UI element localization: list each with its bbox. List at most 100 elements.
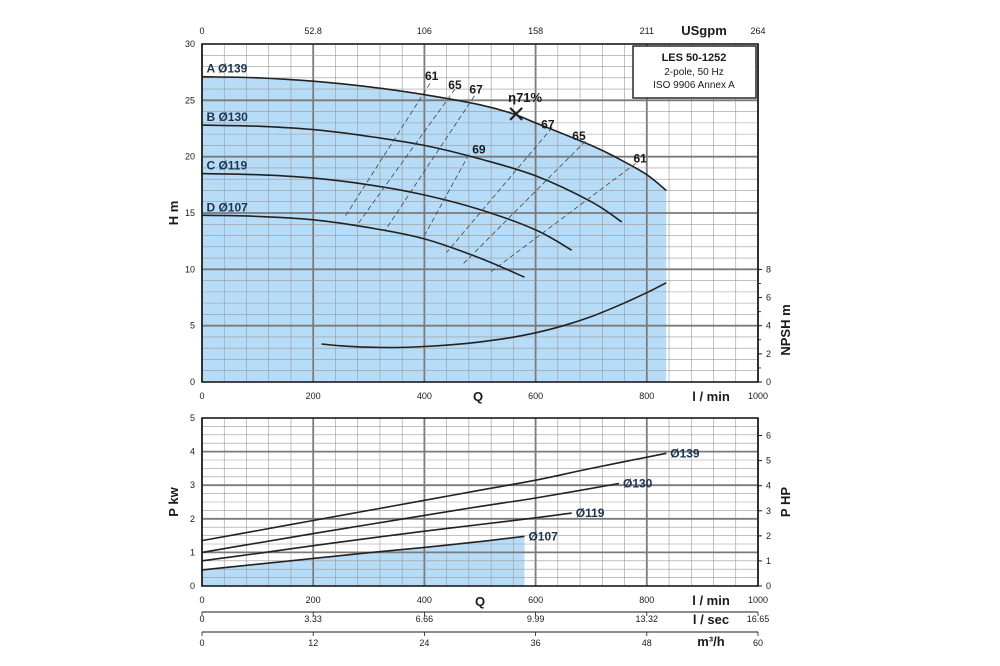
power-y-tick: 3 <box>190 480 195 490</box>
power-y-tick: 5 <box>190 413 195 423</box>
m3h-tick: 0 <box>199 638 204 648</box>
efficiency-label: 67 <box>541 118 555 132</box>
head-grid <box>201 43 759 383</box>
head-x-axis-unit-label: l / min <box>692 389 730 404</box>
info-box-frame <box>632 45 757 99</box>
power-coverage-area <box>202 536 525 586</box>
head-x-tick: 800 <box>639 391 654 401</box>
bep-label: η71% <box>508 90 542 105</box>
efficiency-label: 67 <box>469 83 483 97</box>
power-x-tick: 200 <box>306 595 321 605</box>
head-curve-2 <box>201 124 623 223</box>
power-x-tick: 400 <box>417 595 432 605</box>
head-y-tick: 15 <box>185 208 195 218</box>
head-curve-3 <box>201 172 573 251</box>
head-x-tick: 200 <box>306 391 321 401</box>
efficiency-label: 69 <box>472 142 486 156</box>
m3h-tick: 60 <box>753 638 763 648</box>
bep-marker <box>509 107 523 121</box>
lps-tick: 13.32 <box>636 614 659 624</box>
lps-tick: 0 <box>199 614 204 624</box>
power-x-axis-q-label: Q <box>475 594 485 609</box>
head-x-tick: 400 <box>417 391 432 401</box>
npsh-y-tick: 8 <box>766 264 771 274</box>
top-axis-unit-label: USgpm <box>681 23 727 38</box>
hp-y-tick: 3 <box>766 506 771 516</box>
head-plot-frame <box>201 43 759 383</box>
top-axis-tick: 264 <box>750 26 765 36</box>
head-x-tick: 0 <box>199 391 204 401</box>
efficiency-line <box>463 140 586 264</box>
power-y-tick: 2 <box>190 514 195 524</box>
head-y-tick: 10 <box>185 264 195 274</box>
efficiency-line <box>446 127 553 253</box>
head-x-tick: 1000 <box>748 391 768 401</box>
top-axis-tick: 106 <box>417 26 432 36</box>
power-curve-label: Ø139 <box>670 446 700 460</box>
power-y-tick: 1 <box>190 547 195 557</box>
head-curve-1 <box>201 75 667 192</box>
top-axis-tick: 158 <box>528 26 543 36</box>
hp-y-tick: 6 <box>766 431 771 441</box>
hp-y-tick: 4 <box>766 481 771 491</box>
power-x-tick: 0 <box>199 595 204 605</box>
m3h-axis-unit-label: m³/h <box>697 634 725 649</box>
npsh-y-tick: 4 <box>766 321 771 331</box>
lps-tick: 16.65 <box>747 614 770 624</box>
power-curves: Ø139 Ø130 Ø119 Ø107 <box>201 446 700 571</box>
m3h-tick: 12 <box>308 638 318 648</box>
hp-y-axis-label: P HP <box>778 487 793 517</box>
head-curve-label: C Ø119 <box>206 159 247 173</box>
power-y-tick: 4 <box>190 447 195 457</box>
head-curve-label: A Ø139 <box>206 62 247 76</box>
efficiency-line <box>385 95 475 231</box>
efficiency-label: 61 <box>633 151 647 165</box>
head-y-tick: 20 <box>185 152 195 162</box>
head-x-tick: 600 <box>528 391 543 401</box>
info-box-title: LES 50-1252 <box>662 52 727 64</box>
hp-y-tick: 1 <box>766 556 771 566</box>
top-axis-tick: 211 <box>640 26 654 36</box>
head-y-tick: 25 <box>185 95 195 105</box>
npsh-y-axis-label: NPSH m <box>778 304 793 355</box>
power-x-tick: 600 <box>528 595 543 605</box>
power-curve-3 <box>201 512 572 562</box>
head-curves: A Ø139 B Ø130 C Ø119 D Ø107 <box>201 62 667 349</box>
power-y-tick: 0 <box>190 581 195 591</box>
head-y-axis-label: H m <box>166 201 181 226</box>
efficiency-label: 65 <box>572 129 586 143</box>
m3h-tick: 24 <box>419 638 429 648</box>
lps-tick: 6.66 <box>416 614 434 624</box>
power-curve-label: Ø130 <box>623 477 653 491</box>
head-curve-4 <box>201 214 525 278</box>
efficiency-line <box>490 163 636 272</box>
power-curve-2 <box>201 482 620 554</box>
efficiency-lines: 61 65 67 69 67 65 61 η71% <box>343 69 647 272</box>
efficiency-label: 61 <box>425 69 439 83</box>
power-curve-label: Ø119 <box>576 506 605 520</box>
lps-tick: 9.99 <box>527 614 545 624</box>
efficiency-line <box>343 83 431 219</box>
hp-y-tick: 5 <box>766 456 771 466</box>
power-curve-4 <box>201 535 525 571</box>
m3h-tick: 36 <box>531 638 541 648</box>
efficiency-line <box>357 88 456 225</box>
lps-tick: 3.33 <box>304 614 322 624</box>
head-y-tick: 0 <box>190 377 195 387</box>
lps-axis-unit-label: l / sec <box>693 612 729 627</box>
hp-y-tick: 0 <box>766 581 771 591</box>
power-y-axis-label: P kw <box>166 486 181 516</box>
hp-y-tick: 2 <box>766 531 771 541</box>
info-box-line2: ISO 9906 Annex A <box>653 80 735 91</box>
power-x-tick: 1000 <box>748 595 768 605</box>
head-curve-label: B Ø130 <box>206 110 248 124</box>
head-coverage-area <box>202 76 667 382</box>
info-box-line1: 2-pole, 50 Hz <box>664 67 723 78</box>
top-axis-tick: 52.8 <box>304 26 322 36</box>
npsh-curve <box>321 282 667 349</box>
power-x-tick: 800 <box>639 595 654 605</box>
